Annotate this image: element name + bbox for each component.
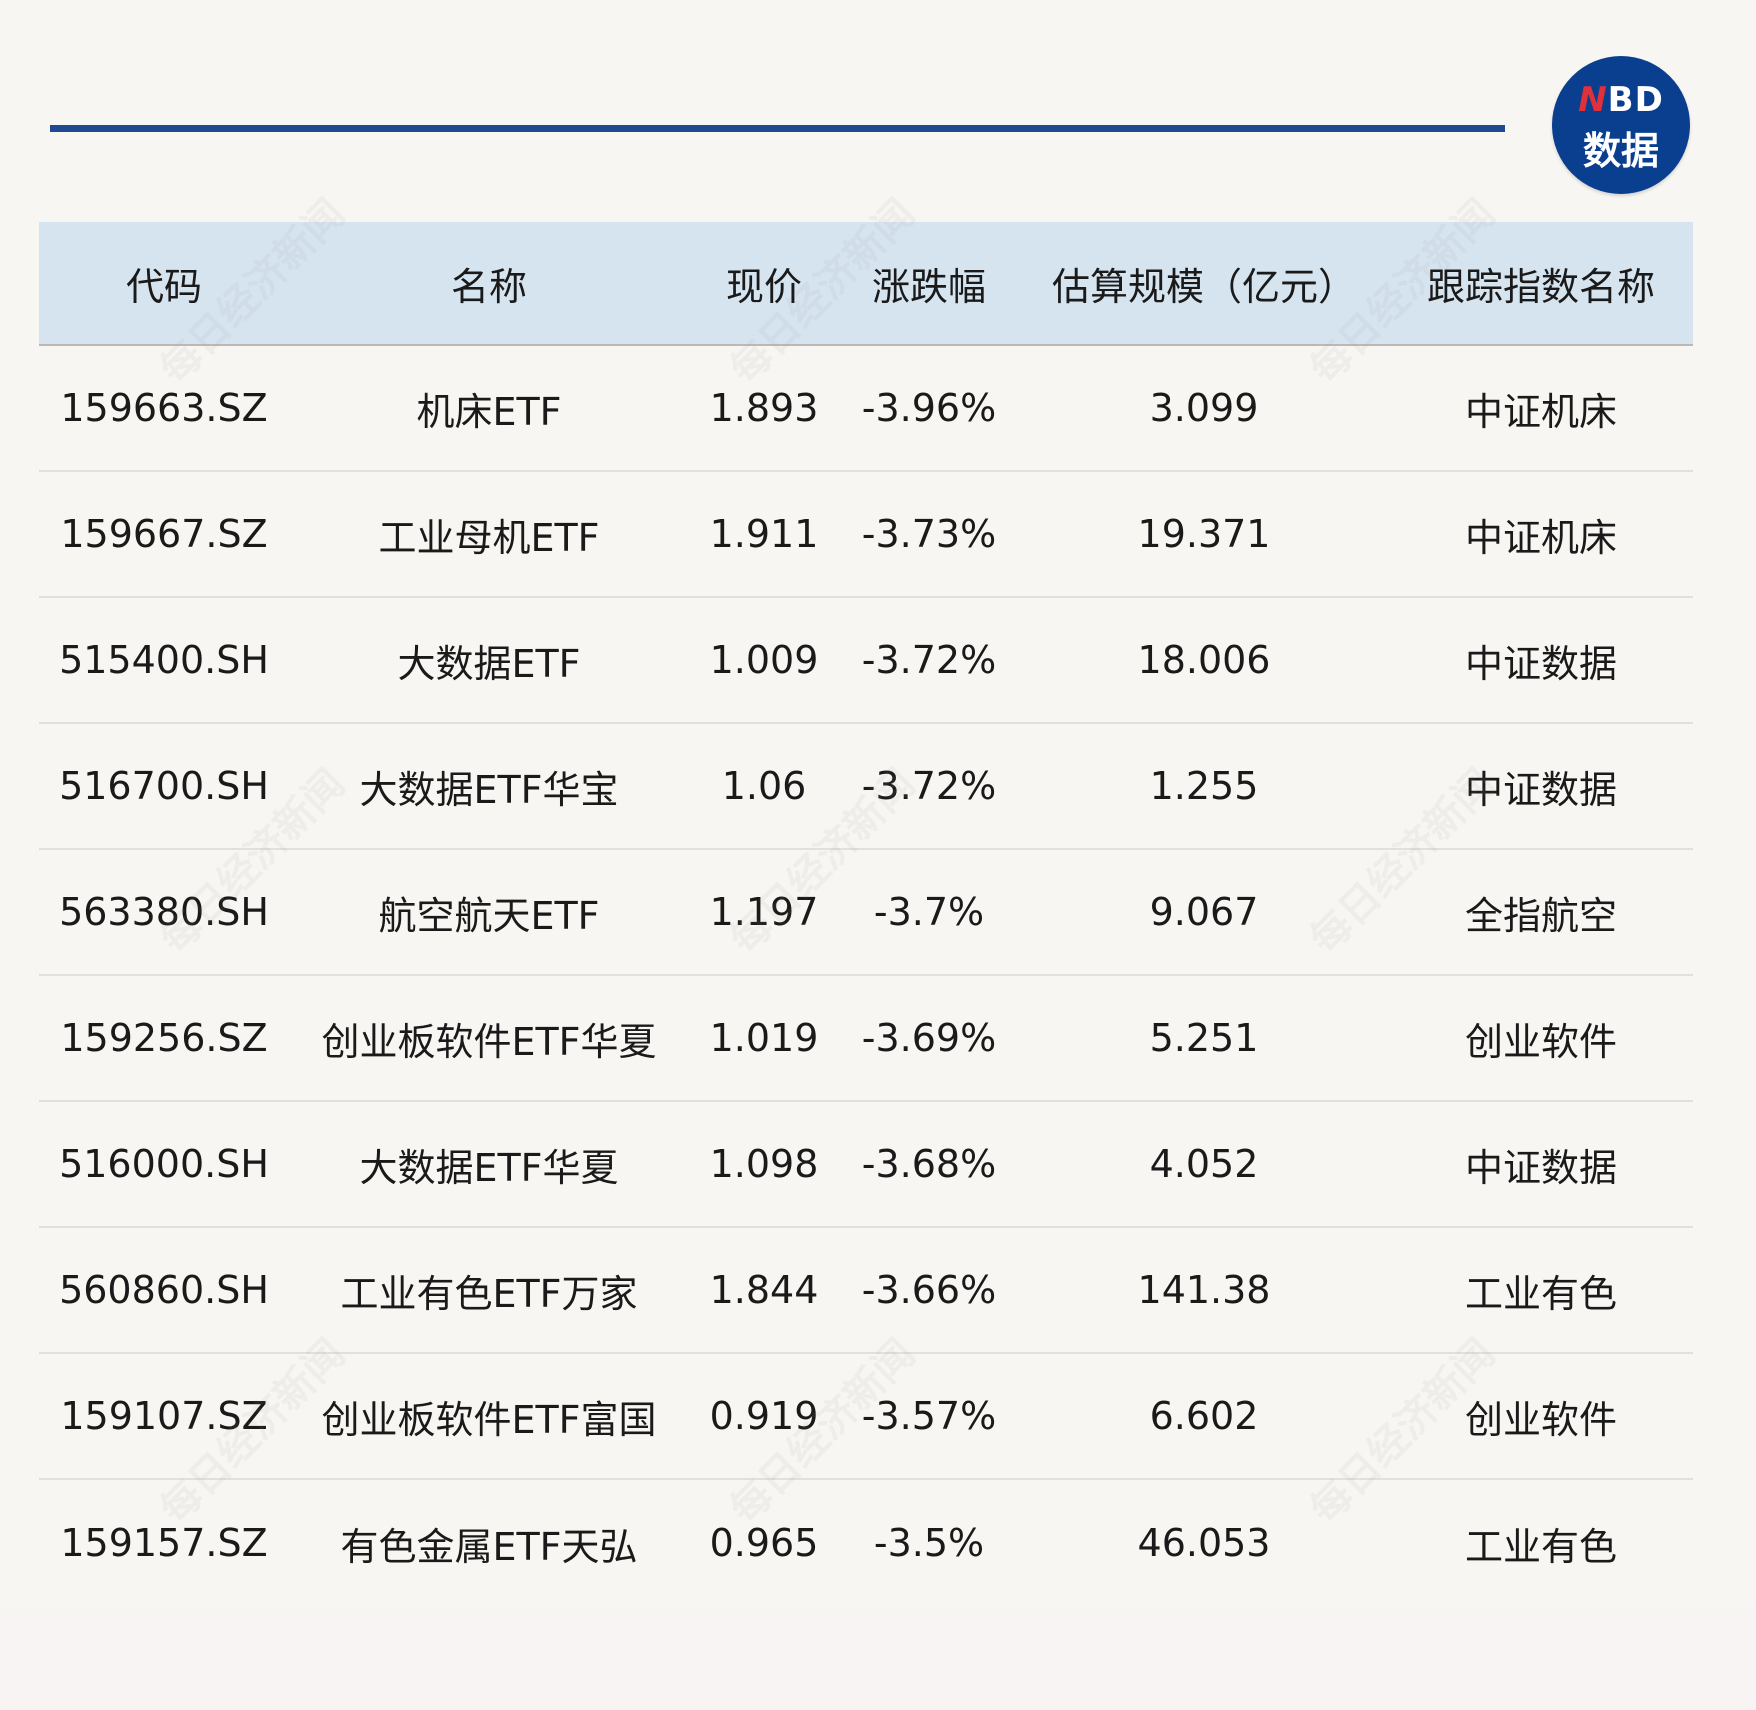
- cell-price: 1.893: [709, 386, 819, 430]
- cell-name: 工业有色ETF万家: [340, 1271, 638, 1316]
- table-row: 159663.SZ 机床ETF 1.893 -3.96% 3.099 中证机床: [39, 346, 1693, 472]
- header-rule: [50, 125, 1505, 132]
- cell-code: 560860.SH: [59, 1268, 269, 1312]
- cell-index: 工业有色: [1464, 1524, 1617, 1569]
- cell-change: -3.68%: [861, 1142, 997, 1186]
- cell-name: 创业板软件ETF富国: [321, 1397, 657, 1442]
- cell-price: 1.098: [709, 1142, 819, 1186]
- table-header: 代码 名称 现价 涨跌幅 估算规模（亿元） 跟踪指数名称: [39, 222, 1693, 346]
- cell-change: -3.57%: [861, 1394, 997, 1438]
- header-index: 跟踪指数名称: [1426, 264, 1655, 309]
- cell-price: 1.197: [709, 890, 819, 934]
- table-row: 563380.SH 航空航天ETF 1.197 -3.7% 9.067 全指航空: [39, 850, 1693, 976]
- cell-change: -3.66%: [861, 1268, 997, 1312]
- cell-price: 0.965: [709, 1521, 819, 1565]
- table-row: 159107.SZ 创业板软件ETF富国 0.919 -3.57% 6.602 创业软件: [39, 1354, 1693, 1480]
- header-price: 现价: [725, 264, 802, 309]
- cell-scale: 19.371: [1137, 512, 1271, 556]
- cell-change: -3.73%: [861, 512, 997, 556]
- cell-code: 159157.SZ: [60, 1521, 268, 1565]
- cell-scale: 4.052: [1149, 1142, 1259, 1186]
- cell-scale: 46.053: [1137, 1521, 1271, 1565]
- header-scale: 估算规模（亿元）: [1051, 264, 1356, 309]
- cell-change: -3.5%: [873, 1521, 985, 1565]
- cell-index: 中证机床: [1464, 515, 1617, 560]
- footer-band: [0, 1610, 1756, 1710]
- table-row: 159667.SZ 工业母机ETF 1.911 -3.73% 19.371 中证机床: [39, 472, 1693, 598]
- table-row: 159256.SZ 创业板软件ETF华夏 1.019 -3.69% 5.251 创业软件: [39, 976, 1693, 1102]
- cell-index: 创业软件: [1464, 1019, 1617, 1064]
- cell-name: 创业板软件ETF华夏: [321, 1019, 657, 1064]
- cell-index: 全指航空: [1464, 893, 1617, 938]
- cell-price: 1.009: [709, 638, 819, 682]
- cell-change: -3.69%: [861, 1016, 997, 1060]
- cell-index: 创业软件: [1464, 1397, 1617, 1442]
- cell-price: 1.06: [721, 764, 807, 808]
- cell-index: 工业有色: [1464, 1271, 1617, 1316]
- table-row: 159157.SZ 有色金属ETF天弘 0.965 -3.5% 46.053 工业有色: [39, 1480, 1693, 1606]
- cell-index: 中证数据: [1464, 641, 1617, 686]
- table-row: 516000.SH 大数据ETF华夏 1.098 -3.68% 4.052 中证数据: [39, 1102, 1693, 1228]
- cell-scale: 5.251: [1149, 1016, 1259, 1060]
- cell-price: 1.844: [709, 1268, 819, 1312]
- cell-scale: 1.255: [1149, 764, 1259, 808]
- cell-name: 航空航天ETF: [378, 893, 600, 938]
- header-change: 涨跌幅: [871, 264, 986, 309]
- cell-code: 515400.SH: [59, 638, 269, 682]
- cell-index: 中证数据: [1464, 1145, 1617, 1190]
- cell-code: 159667.SZ: [60, 512, 268, 556]
- table-row: 560860.SH 工业有色ETF万家 1.844 -3.66% 141.38 工业有色: [39, 1228, 1693, 1354]
- cell-scale: 18.006: [1137, 638, 1271, 682]
- cell-code: 563380.SH: [59, 890, 269, 934]
- cell-scale: 141.38: [1137, 1268, 1271, 1312]
- cell-name: 大数据ETF华宝: [359, 767, 619, 812]
- cell-price: 0.919: [709, 1394, 819, 1438]
- header-code: 代码: [125, 264, 202, 309]
- cell-change: -3.7%: [873, 890, 985, 934]
- cell-name: 大数据ETF: [397, 641, 581, 686]
- cell-scale: 6.602: [1149, 1394, 1259, 1438]
- cell-price: 1.019: [709, 1016, 819, 1060]
- cell-price: 1.911: [709, 512, 819, 556]
- cell-code: 159256.SZ: [60, 1016, 268, 1060]
- cell-name: 大数据ETF华夏: [359, 1145, 619, 1190]
- cell-change: -3.72%: [861, 764, 997, 808]
- cell-index: 中证机床: [1464, 389, 1617, 434]
- etf-table: 代码 名称 现价 涨跌幅 估算规模（亿元） 跟踪指数名称 159663.SZ 机床ETF 1.…: [39, 222, 1693, 1606]
- table-row: 516700.SH 大数据ETF华宝 1.06 -3.72% 1.255 中证数据: [39, 724, 1693, 850]
- cell-code: 159107.SZ: [60, 1394, 268, 1438]
- cell-code: 516700.SH: [59, 764, 269, 808]
- cell-code: 516000.SH: [59, 1142, 269, 1186]
- table-row: 515400.SH 大数据ETF 1.009 -3.72% 18.006 中证数据: [39, 598, 1693, 724]
- nbd-data-logo: NBD 数据: [1552, 56, 1690, 194]
- cell-name: 工业母机ETF: [378, 515, 600, 560]
- cell-scale: 3.099: [1149, 386, 1259, 430]
- cell-code: 159663.SZ: [60, 386, 268, 430]
- cell-name: 机床ETF: [416, 389, 562, 434]
- cell-change: -3.72%: [861, 638, 997, 682]
- cell-name: 有色金属ETF天弘: [340, 1524, 638, 1569]
- header-name: 名称: [450, 264, 527, 309]
- cell-scale: 9.067: [1149, 890, 1259, 934]
- cell-index: 中证数据: [1464, 767, 1617, 812]
- cell-change: -3.96%: [861, 386, 997, 430]
